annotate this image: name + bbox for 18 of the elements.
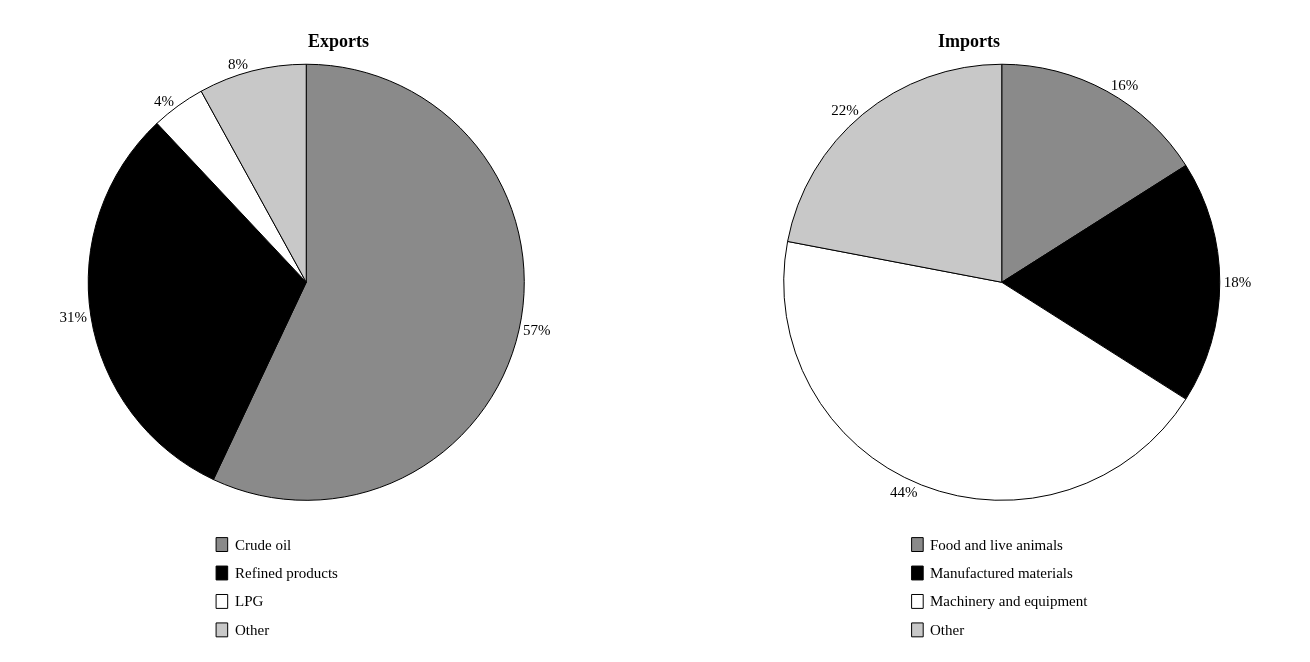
legend-label: Food and live animals xyxy=(930,537,1064,553)
legend-label: Refined products xyxy=(235,565,339,581)
legend-label: Other xyxy=(235,622,270,638)
chart-title: Imports xyxy=(938,31,1000,51)
data-label: 22% xyxy=(831,101,859,118)
data-label: 31% xyxy=(59,308,87,325)
data-label: 16% xyxy=(1110,77,1139,94)
data-label: 4% xyxy=(154,92,175,109)
chart-title: Exports xyxy=(308,31,370,51)
data-label: 57% xyxy=(523,322,551,339)
legend-label: Other xyxy=(930,622,965,638)
legend-label: Crude oil xyxy=(235,537,292,553)
legend-label: Manufactured materials xyxy=(930,565,1074,581)
legend-label: Machinery and equipment xyxy=(930,593,1089,609)
data-label: 44% xyxy=(889,483,918,500)
data-label: 18% xyxy=(1223,274,1252,291)
legend-label: LPG xyxy=(235,593,264,609)
data-label: 8% xyxy=(228,55,249,72)
